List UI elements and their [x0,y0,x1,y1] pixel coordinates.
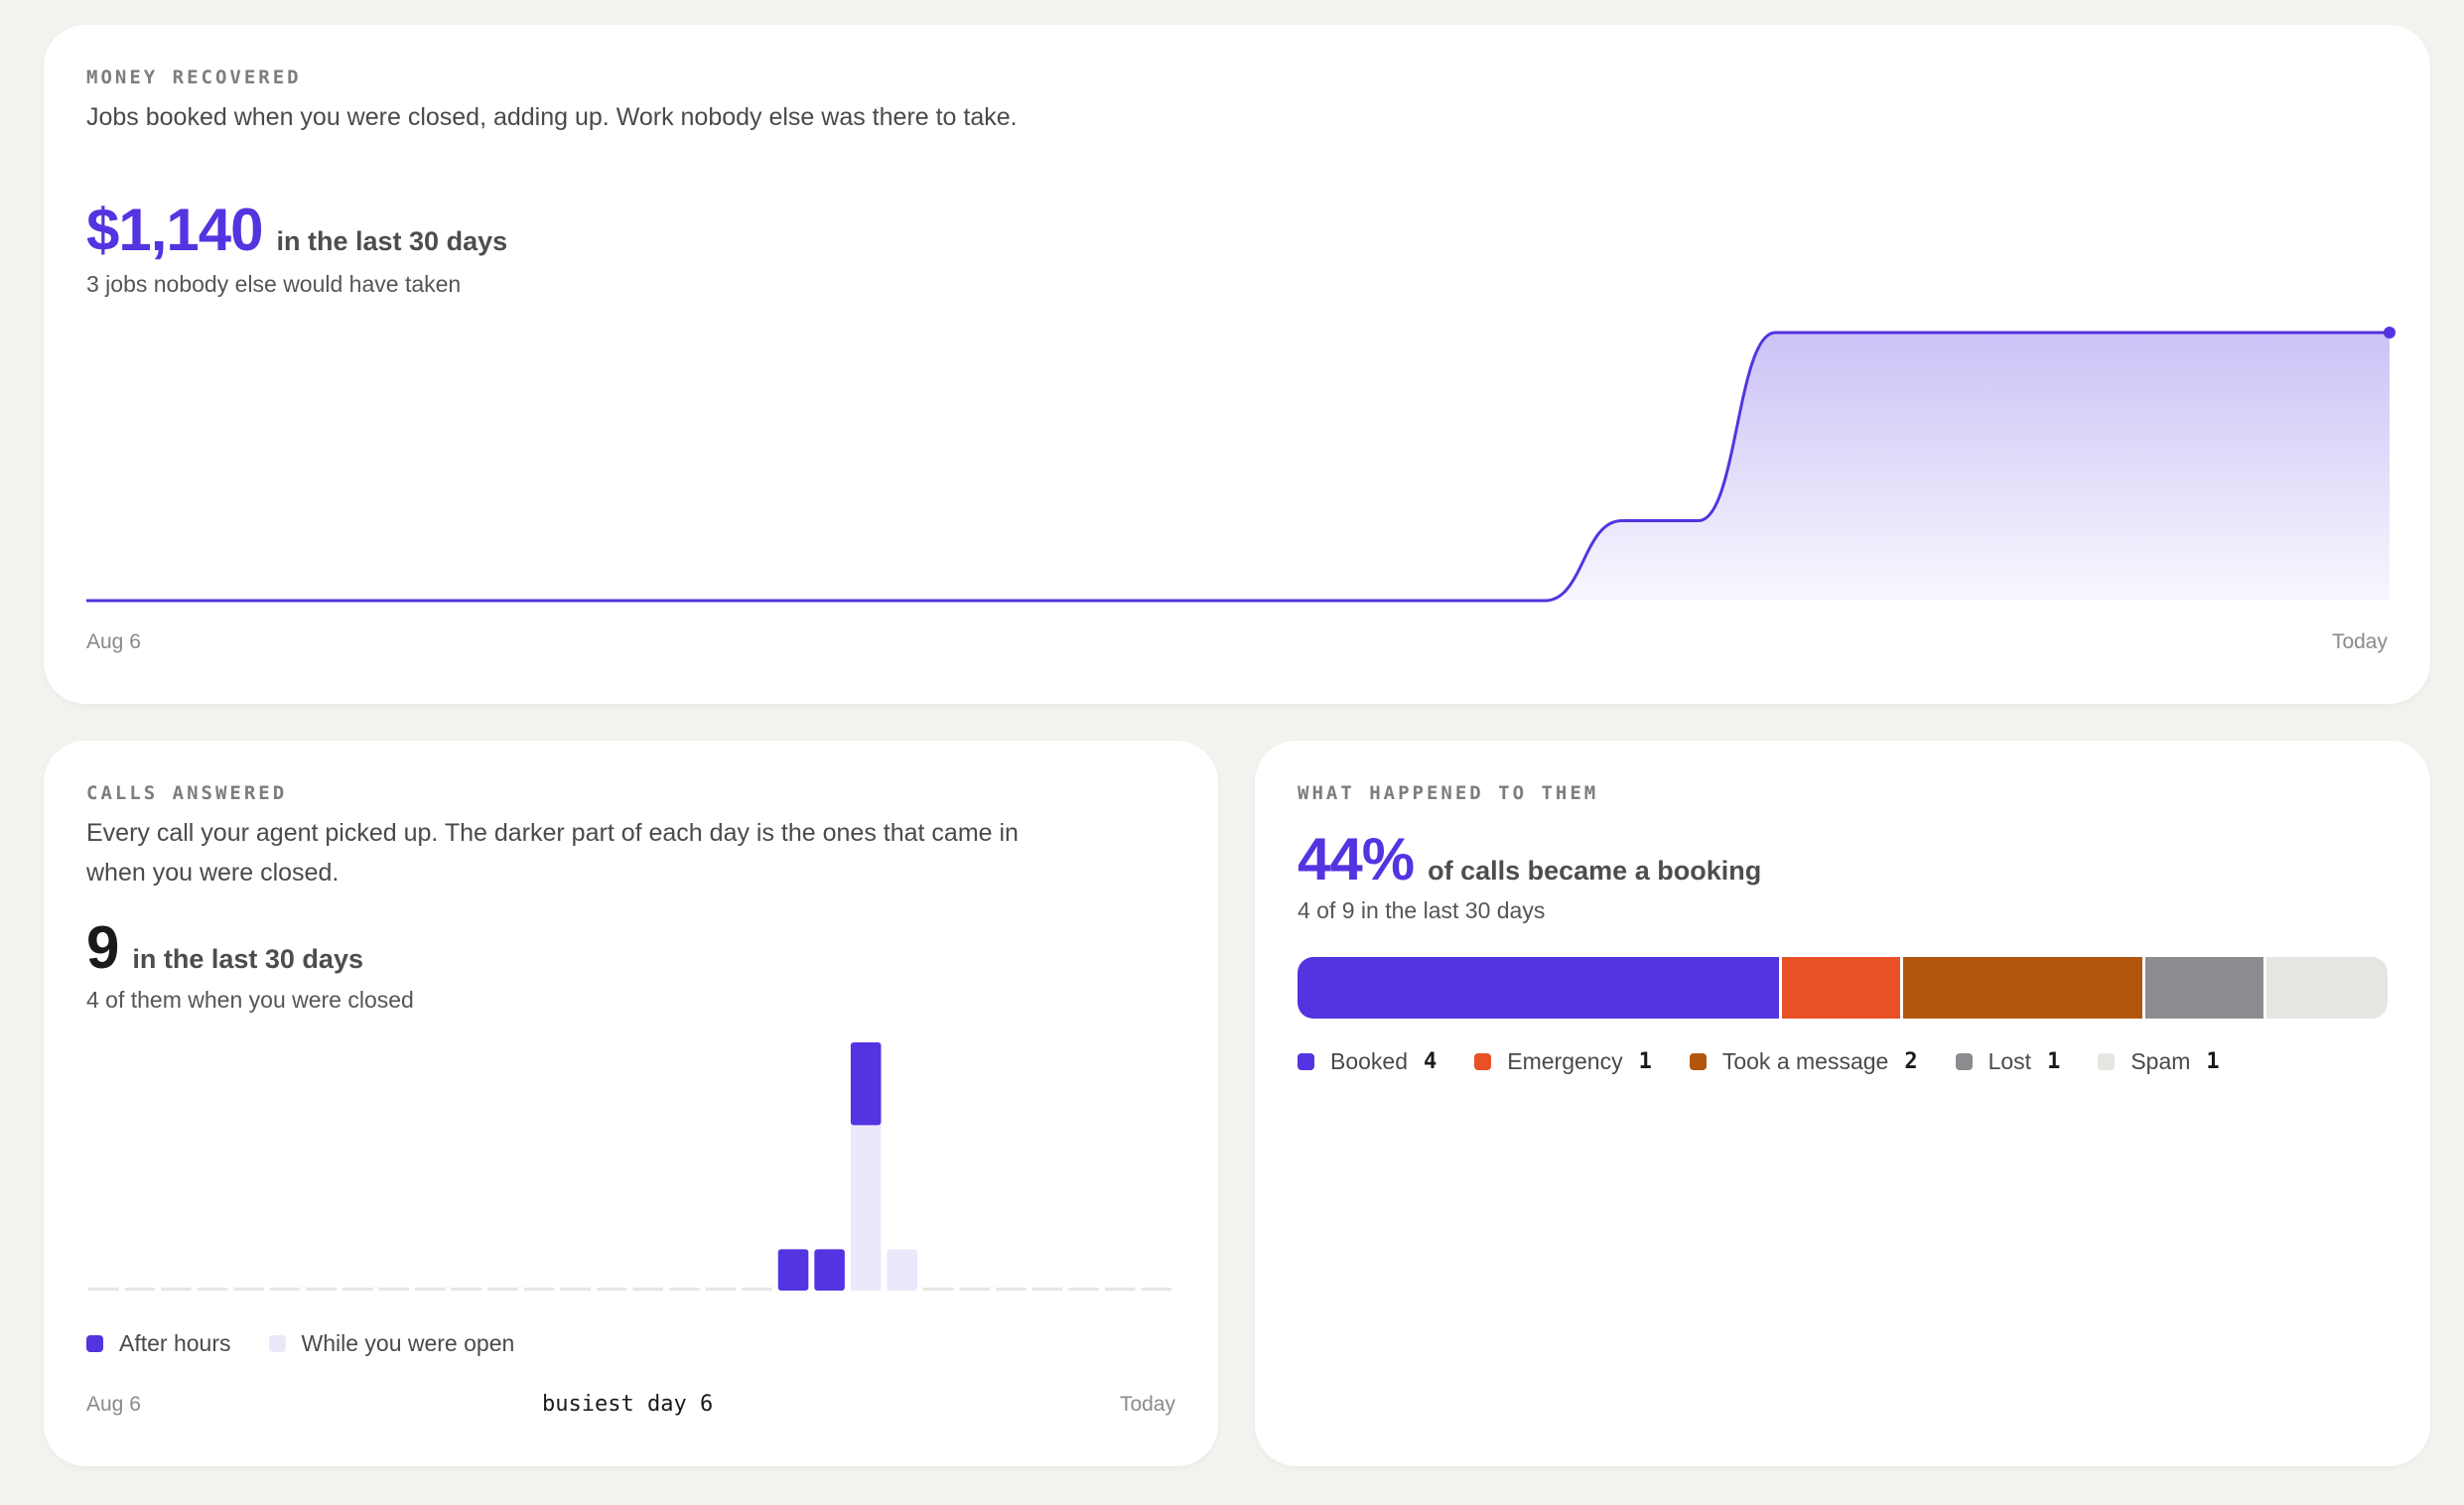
outcome-stacked-bar [1298,957,2388,1019]
outcomes-headline: 44% of calls became a booking [1298,825,1761,893]
empty-day-29 [1104,1288,1136,1291]
empty-day-4 [197,1288,228,1291]
empty-day-25 [959,1288,991,1291]
while-open-swatch [268,1335,286,1352]
empty-day-13 [523,1288,555,1291]
busiest-day: busiest day 6 [542,1392,714,1417]
calls-headline: 9 in the last 30 days [86,913,363,982]
money-area-chart [86,327,2396,603]
lost-swatch [1955,1053,1973,1070]
emergency-swatch [1474,1053,1492,1070]
legend-took-a-message: Took a message 2 [1689,1048,1918,1075]
money-period: in the last 30 days [276,226,508,256]
empty-day-17 [669,1288,700,1291]
after-hours-label: After hours [119,1330,231,1356]
money-x-end: Today [2331,630,2388,653]
after-hours-bar-day-22 [850,1042,882,1126]
empty-day-14 [560,1288,591,1291]
money-recovered-card: MONEY RECOVERED Jobs booked when you wer… [44,25,2430,704]
empty-day-18 [705,1288,737,1291]
empty-day-6 [269,1288,301,1291]
lost-label: Lost [1987,1048,2032,1074]
legend-emergency: Emergency 1 [1474,1048,1652,1075]
calls-count: 9 [86,914,119,981]
calls-answered-card: CALLS ANSWERED Every call your agent pic… [44,741,1218,1466]
segment-lost [2145,957,2266,1019]
took-a-message-swatch [1689,1053,1707,1070]
emergency-count: 1 [1638,1049,1652,1074]
empty-day-5 [233,1288,264,1291]
empty-day-24 [923,1288,954,1291]
open-bar-day-22 [850,1125,882,1291]
empty-day-16 [632,1288,664,1291]
calls-answered-description: Every call your agent picked up. The dar… [86,819,1019,887]
calls-period: in the last 30 days [132,944,363,974]
calls-x-end: Today [1119,1393,1175,1416]
after-hours-bar-day-21 [814,1249,845,1291]
spam-label: Spam [2130,1048,2191,1074]
after-hours-swatch [86,1335,103,1352]
emergency-label: Emergency [1507,1048,1623,1074]
segment-booked [1298,957,1782,1019]
empty-day-8 [342,1288,373,1291]
calls-legend: After hours While you were open [86,1330,552,1357]
booked-label: Booked [1330,1048,1409,1074]
legend-booked: Booked 4 [1298,1048,1437,1075]
legend-lost: Lost 1 [1955,1048,2061,1075]
money-x-start: Aug 6 [86,630,141,653]
outcomes-sub: 4 of 9 in the last 30 days [1298,897,1546,923]
empty-day-2 [124,1288,156,1291]
booking-caption: of calls became a booking [1428,856,1762,886]
while-open-label: While you were open [301,1330,515,1356]
took-a-message-label: Took a message [1721,1048,1889,1074]
empty-day-27 [1031,1288,1063,1291]
money-line [86,331,2390,603]
empty-day-3 [161,1288,192,1291]
empty-day-15 [596,1288,627,1291]
empty-day-26 [996,1288,1027,1291]
outcome-legend: Booked 4 Emergency 1 Took a message 2 Lost 1 Spa… [1298,1048,2258,1075]
outcomes-card: WHAT HAPPENED TO THEM 44% of calls becam… [1255,741,2430,1466]
calls-bar-chart [88,1042,1171,1291]
money-recovered-eyebrow: MONEY RECOVERED [86,67,302,88]
empty-day-12 [487,1288,518,1291]
money-sub: 3 jobs nobody else would have taken [86,271,462,297]
empty-day-1 [88,1288,119,1291]
segment-took-a-message [1903,957,2145,1019]
booking-percent: 44% [1298,826,1415,892]
money-headline: $1,140 in the last 30 days [86,196,507,264]
empty-day-28 [1068,1288,1099,1291]
after-hours-bar-day-20 [777,1249,809,1291]
legend-after-hours: After hours [86,1330,231,1357]
open-bar-day-23 [887,1249,918,1291]
empty-day-11 [451,1288,482,1291]
money-recovered-description: Jobs booked when you were closed, adding… [86,103,1018,131]
lost-count: 1 [2047,1049,2061,1074]
empty-day-30 [1141,1288,1171,1291]
took-a-message-count: 2 [1904,1049,1918,1074]
money-end-point [2384,327,2396,339]
calls-answered-eyebrow: CALLS ANSWERED [86,782,288,804]
empty-day-9 [378,1288,410,1291]
empty-day-7 [306,1288,337,1291]
empty-day-10 [415,1288,446,1291]
booked-swatch [1298,1053,1314,1070]
empty-day-19 [742,1288,772,1291]
money-amount: $1,140 [86,197,264,263]
calls-sub: 4 of them when you were closed [86,987,414,1013]
spam-count: 1 [2206,1049,2220,1074]
legend-while-open: While you were open [268,1330,515,1357]
calls-x-start: Aug 6 [86,1393,141,1416]
segment-spam [2266,957,2388,1019]
booked-count: 4 [1424,1049,1437,1074]
legend-spam: Spam 1 [2098,1048,2220,1075]
money-area-fill [86,333,2390,601]
spam-swatch [2098,1053,2116,1070]
outcomes-eyebrow: WHAT HAPPENED TO THEM [1298,782,1599,804]
segment-emergency [1782,957,1903,1019]
